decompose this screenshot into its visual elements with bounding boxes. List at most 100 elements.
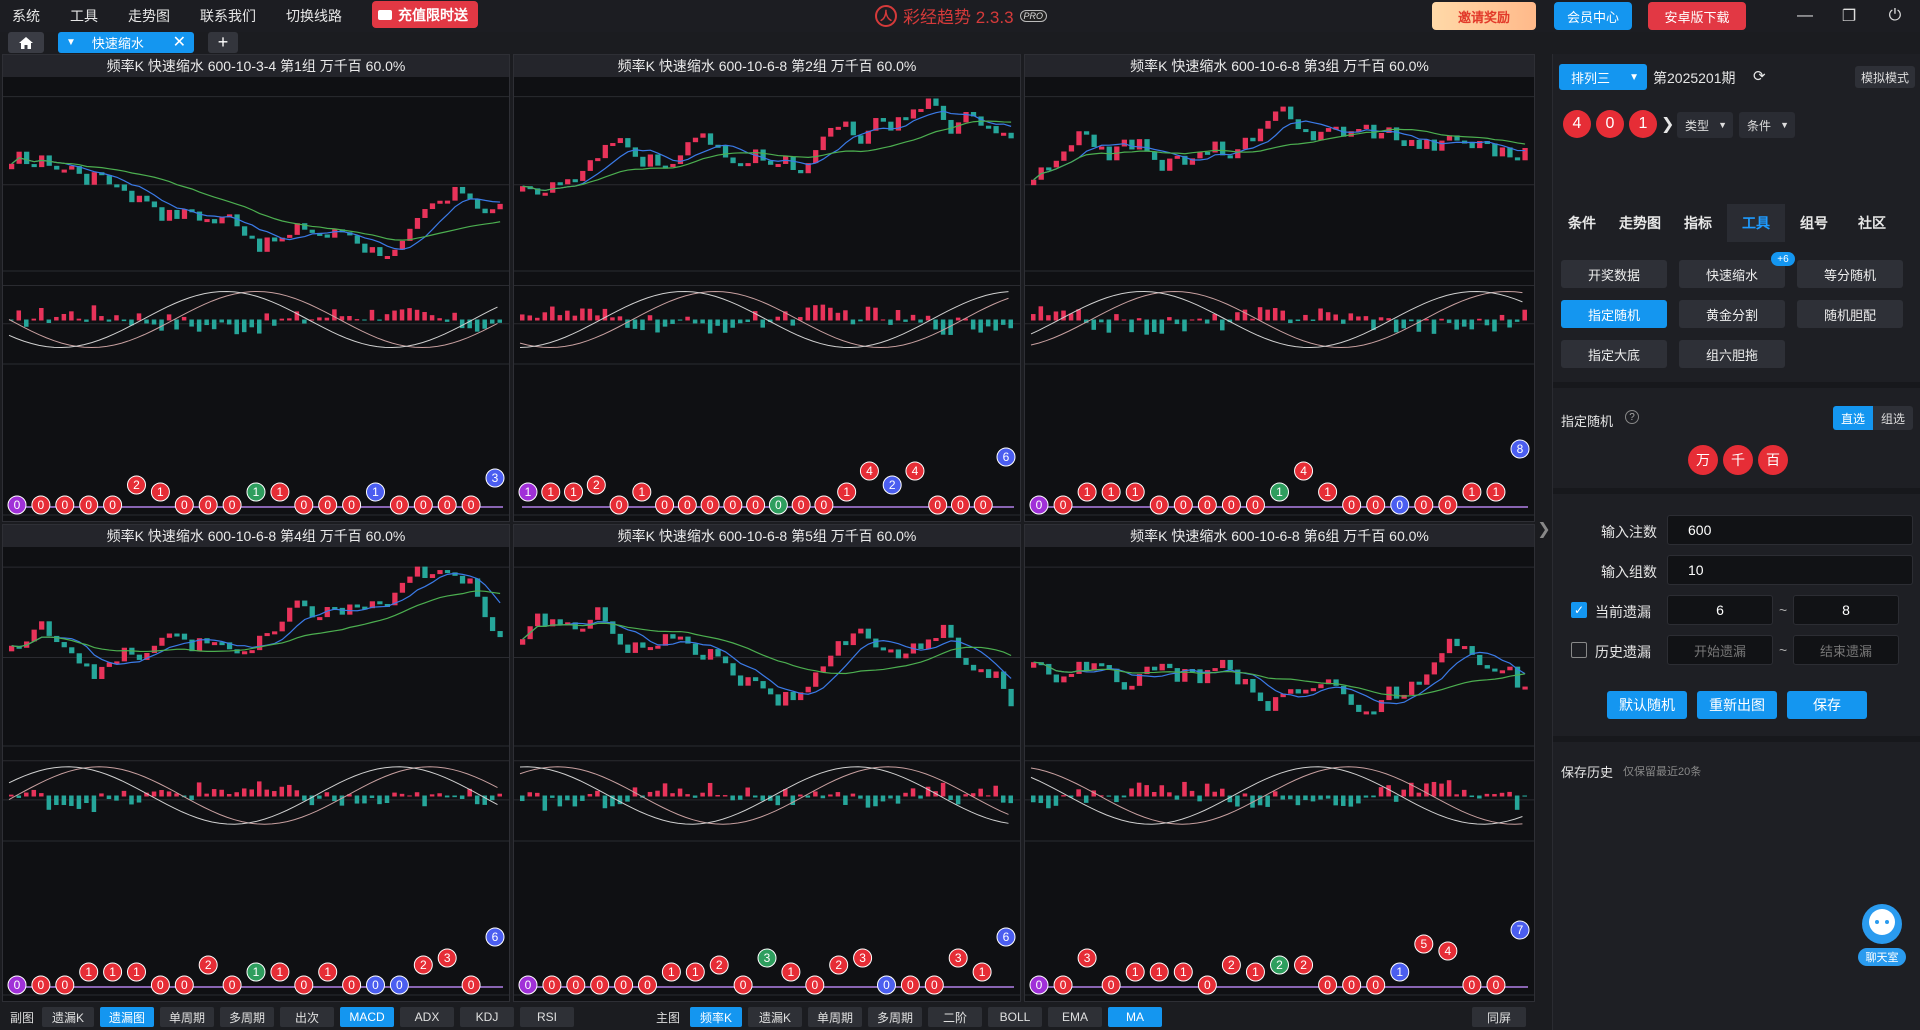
chart-canvas[interactable]: 1 1 1 2 0 1 0 0 0 0 0 0 0 0 1 4 2 4 0 0 0 6 <box>514 77 1021 522</box>
history-miss-start-input[interactable]: 开始遗漏 <box>1667 635 1773 665</box>
nav-tab-indicators[interactable]: 指标 <box>1684 215 1712 231</box>
tool-golden-ratio[interactable]: 黄金分割 <box>1679 300 1785 328</box>
candle <box>1272 697 1279 711</box>
help-icon[interactable]: ? <box>1625 410 1639 424</box>
minimize-icon[interactable]: — <box>1797 7 1813 24</box>
miss-ball-label: 1 <box>1156 965 1163 979</box>
main-btn-multi-period[interactable]: 多周期 <box>868 1007 922 1027</box>
nav-tab-conditions[interactable]: 条件 <box>1568 215 1596 231</box>
main-btn-second-order[interactable]: 二阶 <box>928 1007 982 1027</box>
tool-specified-base[interactable]: 指定大底 <box>1561 340 1667 368</box>
chart-canvas[interactable]: 0 0 0 0 0 0 1 1 2 0 3 1 0 2 3 0 0 0 3 1 6 <box>514 547 1021 1002</box>
position-ten-thousands[interactable]: 万 <box>1688 445 1718 475</box>
android-download-button[interactable]: 安卓版下载 <box>1648 2 1746 30</box>
default-random-button[interactable]: 默认随机 <box>1607 691 1687 719</box>
power-icon[interactable]: ⏻ <box>1888 7 1902 24</box>
groups-input[interactable]: 10 <box>1667 555 1913 585</box>
add-tab-button[interactable]: + <box>208 32 238 53</box>
member-center-button[interactable]: 会员中心 <box>1554 2 1632 30</box>
chart-canvas[interactable]: 0 0 1 1 1 0 0 0 0 0 1 4 1 0 0 0 0 0 1 1 8 <box>1025 77 1535 522</box>
mode-direct-button[interactable]: 直选 <box>1833 406 1873 430</box>
close-tab-icon[interactable]: ✕ <box>172 33 186 51</box>
refresh-icon[interactable]: ⟳ <box>1753 68 1766 85</box>
sub-btn-kdj[interactable]: KDJ <box>460 1007 514 1027</box>
sub-btn-macd[interactable]: MACD <box>340 1007 394 1027</box>
macd-bar <box>677 319 683 321</box>
macd-bar <box>302 319 307 324</box>
restore-icon[interactable]: ❐ <box>1841 8 1857 25</box>
current-miss-from-input[interactable]: 6 <box>1667 595 1773 625</box>
home-button[interactable] <box>8 32 44 53</box>
macd-bar <box>54 795 59 806</box>
chart-panel-6[interactable]: 频率K 快速缩水 600-10-6-8 第6组 万千百 60.0% 0 0 3 0 1 1… <box>1024 524 1535 1002</box>
menu-trend[interactable]: 走势图 <box>128 8 170 24</box>
main-btn-ema[interactable]: EMA <box>1048 1007 1102 1027</box>
macd-bar <box>294 790 300 797</box>
main-btn-miss-k[interactable]: 遗漏K <box>748 1007 802 1027</box>
sub-btn-miss-chart[interactable]: 遗漏图 <box>100 1007 154 1027</box>
sim-mode-button[interactable]: 模拟模式 <box>1855 66 1915 88</box>
tool-specified-random[interactable]: 指定随机 <box>1561 300 1667 328</box>
collapse-panel-handle[interactable]: ❯ <box>1536 54 1552 1004</box>
same-screen-button[interactable]: 同屏 <box>1472 1007 1526 1027</box>
chevron-right-icon[interactable]: ❯ <box>1661 116 1675 133</box>
main-btn-freq-k[interactable]: 频率K <box>690 1007 742 1027</box>
nav-tab-tools[interactable]: 工具 <box>1727 204 1785 242</box>
recharge-promo-button[interactable]: 充值限时送 <box>372 1 478 28</box>
history-miss-checkbox[interactable] <box>1571 642 1587 658</box>
sub-btn-single-period[interactable]: 单周期 <box>160 1007 214 1027</box>
candle <box>257 238 263 252</box>
chart-canvas[interactable]: 0 0 0 1 1 1 0 0 2 0 1 1 0 1 0 0 0 2 3 0 6 <box>3 547 510 1002</box>
bets-input[interactable]: 600 <box>1667 515 1913 545</box>
type-select[interactable]: 类型 ▼ <box>1677 112 1733 138</box>
sub-btn-multi-period[interactable]: 多周期 <box>220 1007 274 1027</box>
candle <box>272 631 278 635</box>
tool-random-banker[interactable]: 随机胆配 <box>1797 300 1903 328</box>
candle <box>768 688 774 695</box>
chart-canvas[interactable]: 0 0 0 0 0 2 1 0 0 0 1 1 0 0 0 1 0 0 0 0 3 <box>3 77 510 522</box>
chart-panel-1[interactable]: 频率K 快速缩水 600-10-3-4 第1组 万千百 60.0% 0 0 0 0 0 2… <box>2 54 510 522</box>
history-miss-end-input[interactable]: 结束遗漏 <box>1793 635 1899 665</box>
nav-tab-trend[interactable]: 走势图 <box>1619 215 1661 231</box>
tab-dropdown-icon[interactable]: ▼ <box>66 37 76 48</box>
position-thousands[interactable]: 千 <box>1723 445 1753 475</box>
tool-group6-drag[interactable]: 组六胆拖 <box>1679 340 1785 368</box>
chart-canvas[interactable]: 0 0 3 0 1 1 1 0 2 1 2 2 0 0 0 1 5 4 0 0 7 <box>1025 547 1535 1002</box>
condition-select[interactable]: 条件 ▼ <box>1739 112 1795 138</box>
position-hundreds[interactable]: 百 <box>1758 445 1788 475</box>
menu-system[interactable]: 系统 <box>12 8 40 24</box>
menu-switch-line[interactable]: 切换线路 <box>286 8 342 24</box>
nav-tab-groups[interactable]: 组号 <box>1800 215 1828 231</box>
menu-tools[interactable]: 工具 <box>70 8 98 24</box>
main-btn-single-period[interactable]: 单周期 <box>808 1007 862 1027</box>
invite-reward-button[interactable]: 邀请奖励 <box>1432 2 1536 30</box>
current-miss-checkbox[interactable]: ✓ <box>1571 602 1587 618</box>
macd-bar <box>452 312 457 321</box>
lottery-select[interactable]: 排列三 ▼ <box>1559 64 1647 90</box>
current-miss-to-input[interactable]: 8 <box>1793 595 1899 625</box>
tab-fast-shrink[interactable]: ▼ 快速缩水 ✕ <box>58 32 194 53</box>
tool-fast-shrink[interactable]: 快速缩水 <box>1679 260 1785 288</box>
menu-contact[interactable]: 联系我们 <box>200 8 256 24</box>
macd-bar <box>69 311 74 321</box>
main-btn-ma[interactable]: MA <box>1108 1007 1162 1027</box>
chat-room-button[interactable]: 聊天室 <box>1856 900 1908 968</box>
save-button[interactable]: 保存 <box>1787 691 1867 719</box>
miss-ball-label: 0 <box>907 978 914 992</box>
main-btn-boll[interactable]: BOLL <box>988 1007 1042 1027</box>
tool-equal-random[interactable]: 等分随机 <box>1797 260 1903 288</box>
miss-ball-label: 0 <box>730 498 737 512</box>
tool-draw-data[interactable]: 开奖数据 <box>1561 260 1667 288</box>
redraw-button[interactable]: 重新出图 <box>1697 691 1777 719</box>
sub-btn-adx[interactable]: ADX <box>400 1007 454 1027</box>
sub-btn-miss-k[interactable]: 遗漏K <box>42 1007 94 1027</box>
miss-ball <box>1438 495 1458 515</box>
sub-btn-rsi[interactable]: RSI <box>520 1007 574 1027</box>
sub-btn-appearances[interactable]: 出次 <box>280 1007 334 1027</box>
chart-panel-4[interactable]: 频率K 快速缩水 600-10-6-8 第4组 万千百 60.0% 0 0 0 1 1 1… <box>2 524 510 1002</box>
nav-tab-community[interactable]: 社区 <box>1858 215 1886 231</box>
mode-group-button[interactable]: 组选 <box>1873 406 1913 430</box>
